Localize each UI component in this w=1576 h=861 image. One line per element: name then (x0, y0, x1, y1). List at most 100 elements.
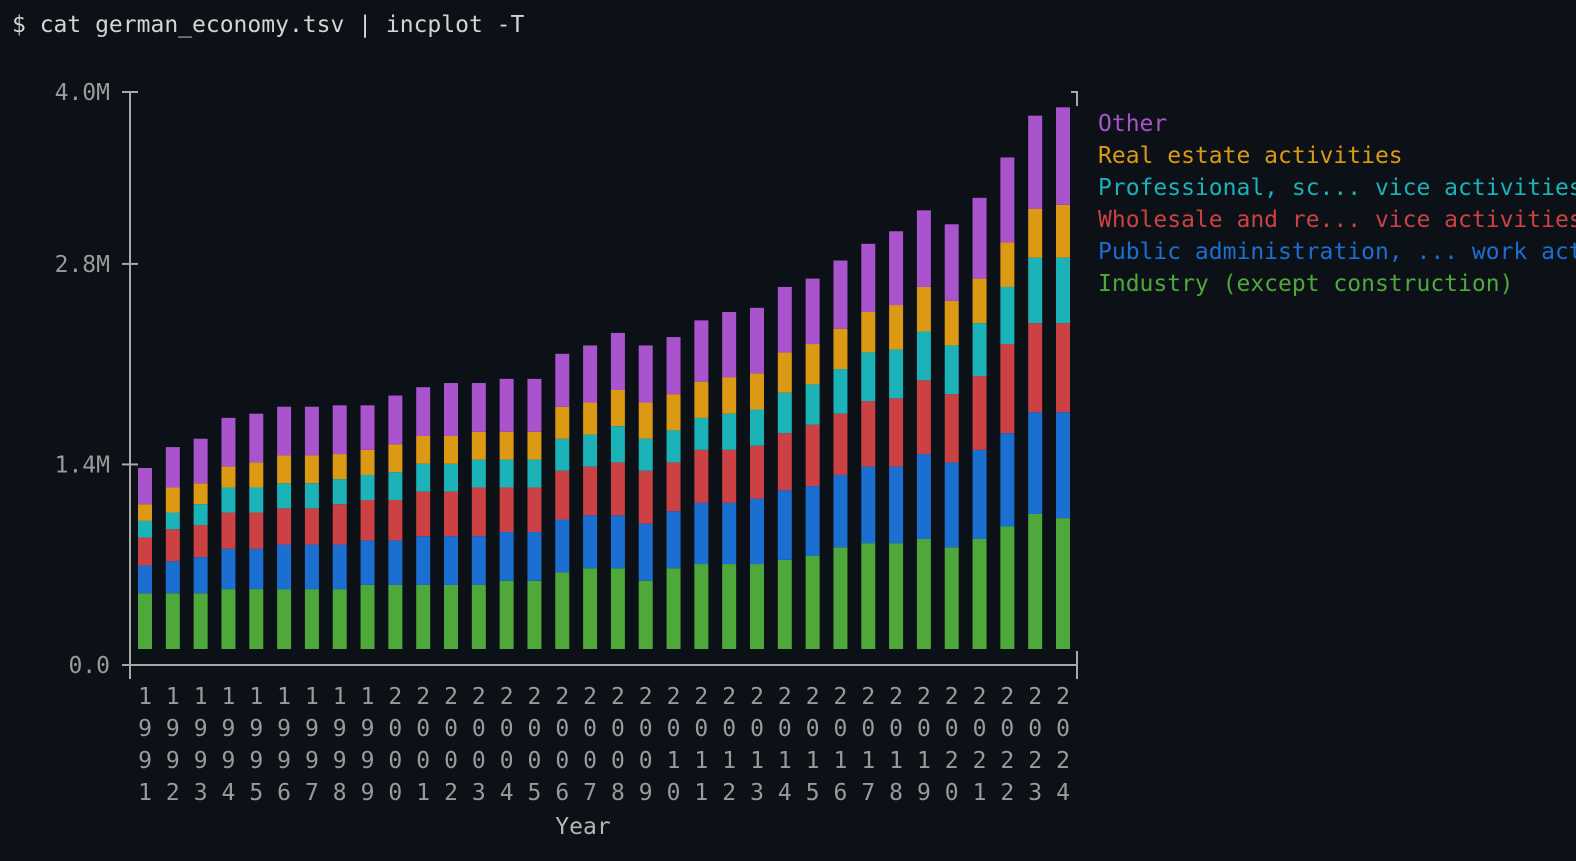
bar-segment (360, 474, 375, 501)
bar-segment (694, 564, 709, 649)
bar-segment (583, 568, 598, 649)
x-tick-labels: 1 9 9 1 1 9 9 2 1 9 9 3 1 9 9 4 1 9 9 5 1 9 9 6 1 9 9 7 1 9 9 8 1 9 9 9 2 0 0 0… (138, 684, 1070, 806)
bar-segment (388, 444, 403, 473)
bar-segment (722, 502, 737, 565)
bar-segment (889, 398, 904, 467)
bar-stack (360, 405, 375, 649)
bar-segment (583, 515, 598, 569)
chart-legend: Other Real estate activities Professional,… (1098, 111, 1576, 297)
bar-segment (444, 463, 458, 492)
bar-segment (527, 459, 542, 488)
bar-segment (1028, 208, 1043, 258)
bar-stack (138, 467, 152, 649)
bar-segment (722, 377, 737, 414)
bar-stack (555, 353, 570, 649)
bar-segment (666, 394, 681, 431)
bar-stack (499, 378, 514, 649)
bar-segment (277, 455, 292, 484)
bar-segment (277, 406, 292, 456)
bar-segment (972, 278, 987, 324)
bar-segment (972, 449, 987, 539)
bar-segment (638, 345, 653, 403)
bar-segment (499, 580, 514, 649)
bar-segment (249, 589, 264, 649)
bar-segment (1000, 157, 1015, 243)
bar-segment (138, 504, 152, 521)
bar-stack (583, 345, 598, 649)
bar-segment (471, 383, 486, 432)
bar-segment (889, 543, 904, 649)
bar-segment (638, 580, 653, 649)
bar-segment (527, 532, 542, 581)
bar-segment (861, 466, 876, 544)
bar-stack (833, 260, 848, 649)
legend-entry: Professional, sc... vice activities (1098, 175, 1576, 201)
bar-stack (471, 383, 486, 649)
bar-segment (416, 584, 431, 649)
bar-segment (444, 491, 458, 537)
bar-segment (555, 406, 570, 439)
bar-segment (1028, 115, 1043, 209)
bar-segment (777, 352, 792, 393)
bar-segment (1056, 257, 1070, 324)
bar-segment (360, 500, 375, 541)
bar-segment (944, 462, 959, 548)
bar-segment (165, 487, 180, 513)
bar-segment (1028, 513, 1043, 649)
bar-segment (889, 349, 904, 399)
bar-segment (471, 431, 486, 460)
bar-segment (694, 449, 709, 503)
bar-segment (499, 431, 514, 460)
bar-segment (944, 300, 959, 346)
bar-segment (444, 536, 458, 585)
bar-segment (972, 376, 987, 450)
bar-segment (304, 483, 319, 509)
bar-segment (694, 320, 709, 382)
bar-segment (360, 540, 375, 585)
bar-segment (1028, 323, 1043, 413)
bar-segment (638, 402, 653, 439)
bar-segment (610, 515, 625, 569)
bar-segment (777, 433, 792, 491)
bar-segment (193, 557, 208, 594)
bar-segment (1028, 257, 1043, 324)
bar-segment (193, 593, 208, 649)
bar-segment (416, 387, 431, 436)
bar-stack (1056, 107, 1070, 649)
bar-segment (277, 544, 292, 590)
bar-segment (916, 286, 931, 332)
bar-stack (388, 395, 403, 649)
bar-segment (416, 536, 431, 585)
bar-segment (1056, 204, 1070, 258)
bar-segment (861, 243, 876, 313)
bar-segment (638, 470, 653, 524)
bar-segment (694, 417, 709, 450)
bar-segment (304, 406, 319, 456)
bar-segment (694, 381, 709, 418)
bar-segment (165, 447, 180, 488)
bar-segment (750, 409, 764, 446)
bar-segment (444, 435, 458, 464)
bar-segment (861, 352, 876, 402)
bar-segment (444, 584, 458, 649)
bar-segment (1000, 433, 1015, 527)
bar-stack (416, 387, 431, 649)
bar-segment (610, 426, 625, 463)
bar-segment (583, 466, 598, 516)
bar-stack (722, 312, 737, 649)
bar-segment (138, 537, 152, 566)
bar-stack (165, 447, 180, 649)
